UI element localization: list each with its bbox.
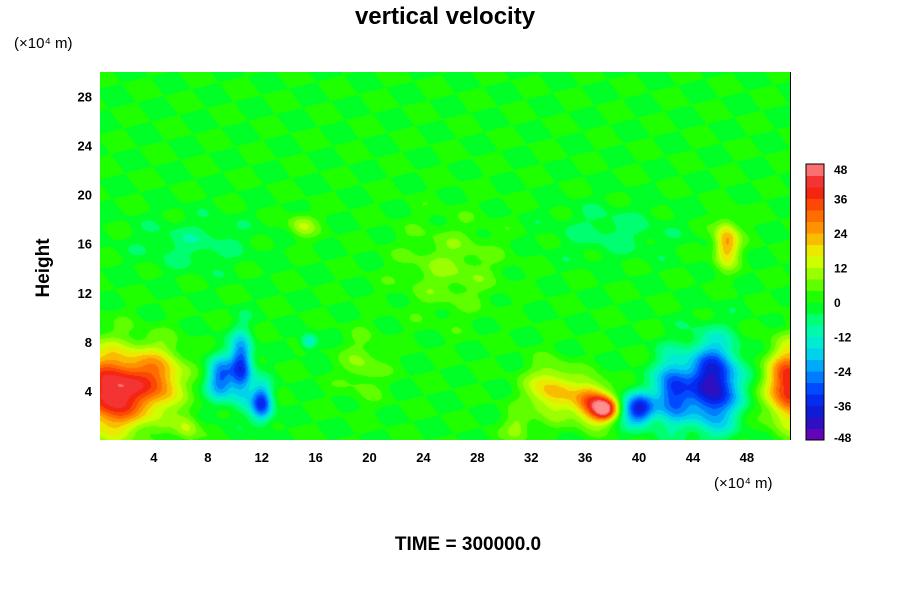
colorbar-segment [806,394,824,406]
colorbar-segment [806,244,824,257]
heatmap-field [100,72,790,440]
colorbar-segment [806,175,824,188]
colorbar-segment [806,371,824,383]
y-tick-label: 28 [78,90,92,105]
x-tick-label: 8 [204,450,211,465]
colorbar-tick-label: -36 [834,400,852,414]
colorbar-tick-label: 24 [834,227,848,241]
colorbar-segment [806,325,824,337]
colorbar-segment [806,313,824,326]
y-tick-labels: 4 8 12 16 20 24 28 [78,90,93,399]
x-tick-label: 32 [524,450,538,465]
x-tick-label: 36 [578,450,592,465]
colorbar-tick-label: 48 [834,163,848,177]
colorbar-segment [806,336,824,349]
colorbar: 48 36 24 12 0 -12 -24 -36 -48 [805,163,852,445]
colorbar-segment [806,359,824,372]
x-tick-label: 20 [362,450,376,465]
y-axis-label: Height [33,238,54,298]
colorbar-tick-label: -48 [834,431,852,445]
y-tick-label: 8 [85,335,92,350]
colorbar-segment [806,417,824,429]
colorbar-tick-label: 0 [834,296,841,310]
y-tick-label: 4 [85,384,93,399]
colorbar-tick-label: 36 [834,193,848,207]
colorbar-segment [806,187,824,199]
colorbar-segment [806,164,824,176]
colorbar-segment [806,233,824,245]
colorbar-segment [806,221,824,234]
x-tick-label: 44 [686,450,701,465]
chart-title: vertical velocity [355,3,536,30]
colorbar-segment [806,256,824,268]
y-tick-label: 24 [78,139,93,154]
x-tick-label: 28 [470,450,484,465]
colorbar-tick-label: 12 [834,262,848,276]
x-unit-label: (×10⁴ m) [714,475,773,492]
x-tick-label: 12 [254,450,268,465]
x-tick-label: 48 [740,450,754,465]
colorbar-segment [806,279,824,291]
x-tick-label: 24 [416,450,431,465]
colorbar-segment [806,428,824,441]
x-tick-labels: 4 8 12 16 20 24 28 32 36 40 44 48 [150,450,754,465]
colorbar-segment [806,348,824,360]
colorbar-segment [806,267,824,280]
y-tick-label: 16 [78,237,92,252]
plot-area [100,72,791,440]
x-tick-label: 4 [150,450,158,465]
time-label: TIME = 300000.0 [395,534,541,555]
colorbar-segment [806,302,824,314]
y-unit-label: (×10⁴ m) [14,35,73,52]
colorbar-segment [806,210,824,222]
colorbar-segment [806,198,824,211]
colorbar-border [805,163,825,441]
colorbar-segment [806,290,824,303]
y-tick-label: 20 [78,188,92,203]
x-tick-label: 40 [632,450,646,465]
colorbar-segment [806,382,824,395]
colorbar-tick-label: -12 [834,331,852,345]
y-tick-label: 12 [78,286,92,301]
colorbar-tick-label: -24 [834,365,852,379]
x-tick-label: 16 [308,450,322,465]
colorbar-segment [806,405,824,418]
